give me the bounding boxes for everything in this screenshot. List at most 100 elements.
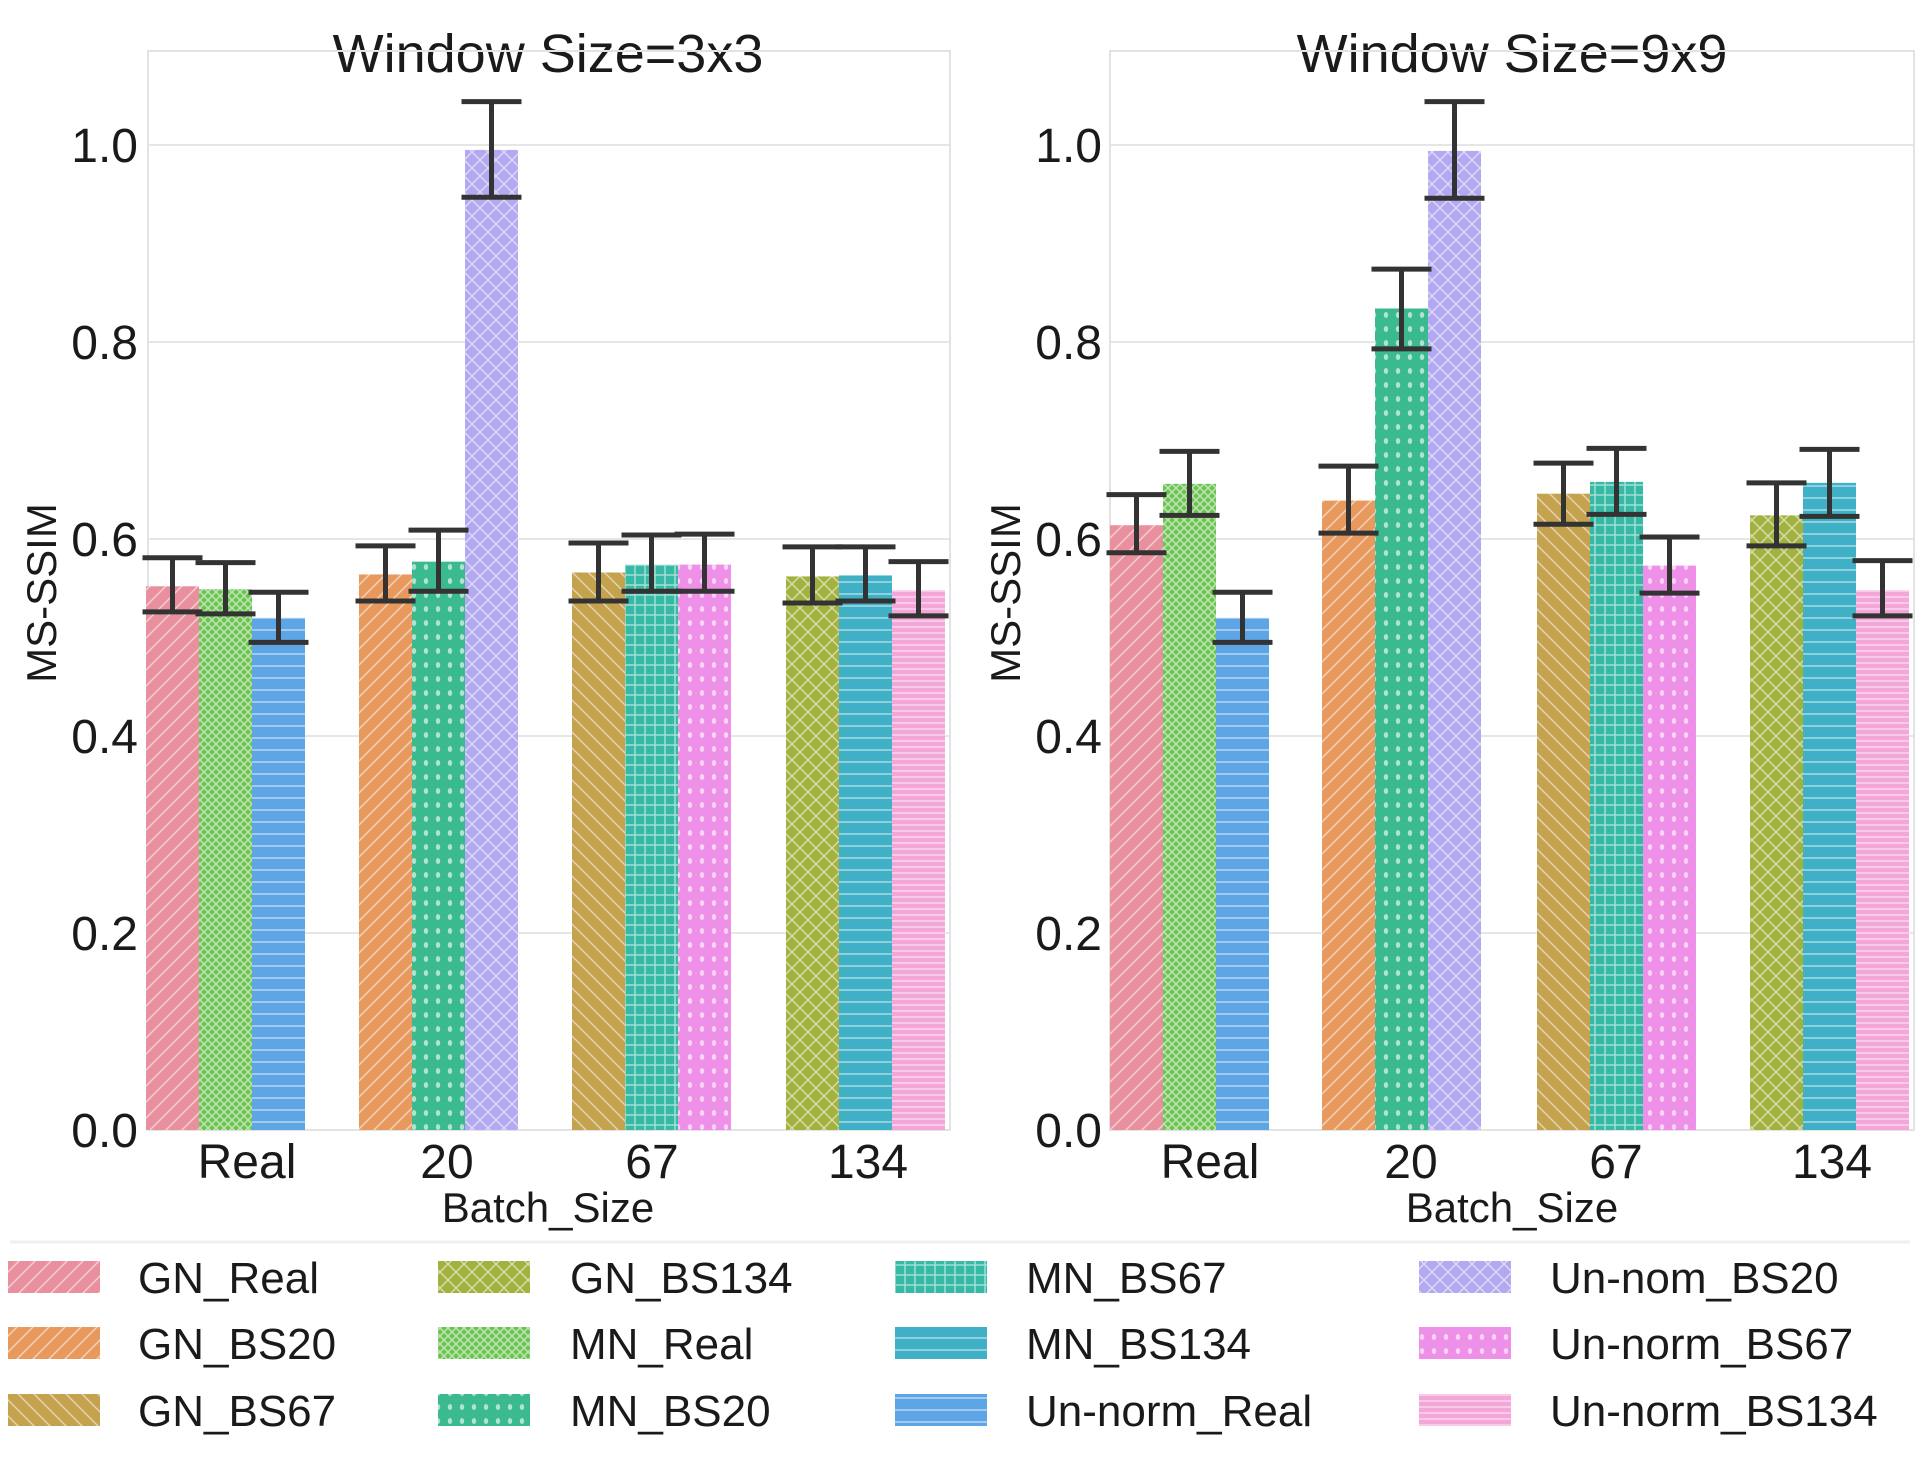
- bar-mn-bs20: [1375, 308, 1428, 1130]
- legend-item: Un-norm_BS134: [1419, 1387, 1878, 1436]
- bar-un-norm-bs67: [1643, 565, 1696, 1130]
- legend-item: MN_Real: [438, 1320, 753, 1369]
- legend-item: Un-nom_BS20: [1419, 1254, 1839, 1303]
- error-bar: [1533, 460, 1594, 527]
- bars: [146, 149, 945, 1131]
- error-bar: [835, 544, 896, 604]
- legend-swatch: [895, 1327, 987, 1359]
- legend-swatch: [8, 1394, 100, 1426]
- legend-label: Un-norm_BS67: [1550, 1320, 1853, 1369]
- bar-mn-bs67: [625, 564, 678, 1130]
- error-bar: [1159, 448, 1220, 518]
- subplot-window-3x3: Window Size=3x3 0.0 0.2 0.4 0.6 0.8 1.0 Real 2…: [18, 24, 951, 1231]
- bar-un-norm-bs67: [678, 564, 731, 1130]
- error-bar: [1371, 266, 1432, 352]
- chart-title: Window Size=3x3: [333, 24, 764, 84]
- error-bars: [1106, 99, 1913, 645]
- error-bar: [142, 555, 203, 615]
- legend-swatch: [895, 1394, 987, 1426]
- error-bar: [408, 527, 469, 594]
- y-axis-label: MS-SSIM: [18, 503, 65, 683]
- bar-gn-bs67: [572, 572, 625, 1130]
- legend-label: Un-norm_BS134: [1550, 1387, 1878, 1436]
- bar-gn-bs134: [1750, 515, 1803, 1130]
- legend-label: Un-nom_BS20: [1550, 1254, 1839, 1303]
- error-bar: [1852, 558, 1913, 619]
- legend-swatch: [438, 1261, 530, 1293]
- error-bar: [1746, 480, 1807, 549]
- legend-label: GN_BS67: [138, 1387, 336, 1436]
- error-bar: [1586, 445, 1647, 517]
- error-bar: [782, 544, 843, 606]
- error-bar: [461, 99, 522, 200]
- x-tick-label: 67: [625, 1136, 678, 1189]
- error-bar: [674, 531, 735, 594]
- legend-label: GN_Real: [138, 1254, 319, 1303]
- y-tick-labels: 0.0 0.2 0.4 0.6 0.8 1.0: [1035, 120, 1102, 1158]
- bar-mn-bs67: [1590, 481, 1643, 1130]
- y-tick-label: 0.6: [71, 514, 138, 567]
- y-axis-label: MS-SSIM: [982, 503, 1029, 683]
- legend-swatch: [438, 1327, 530, 1359]
- x-tick-label: Real: [1161, 1136, 1260, 1189]
- bar-gn-real: [1110, 525, 1163, 1130]
- y-tick-label: 0.6: [1035, 514, 1102, 567]
- legend-swatch: [1419, 1261, 1511, 1293]
- legend-label: GN_BS134: [570, 1254, 793, 1303]
- bar-mn-bs134: [1803, 482, 1856, 1131]
- bar-gn-bs20: [1322, 500, 1375, 1131]
- y-tick-label: 0.0: [1035, 1105, 1102, 1158]
- bar-gn-bs134: [786, 576, 839, 1130]
- error-bar: [568, 540, 629, 604]
- x-tick-label: 134: [828, 1136, 908, 1189]
- legend-item: GN_BS67: [8, 1387, 336, 1436]
- error-bar: [888, 559, 949, 619]
- x-tick-labels: Real 20 67 134: [198, 1136, 908, 1189]
- bar-gn-real: [146, 586, 199, 1130]
- subplot-window-9x9: Window Size=9x9 0.0 0.2 0.4 0.6 0.8 1.0 Real 2…: [982, 24, 1915, 1231]
- chart-title: Window Size=9x9: [1297, 24, 1728, 84]
- legend-item: GN_Real: [8, 1254, 319, 1303]
- error-bar: [195, 560, 256, 617]
- bar-gn-bs67: [1537, 493, 1590, 1130]
- x-tick-labels: Real 20 67 134: [1161, 1136, 1872, 1189]
- error-bar: [248, 589, 309, 645]
- legend-label: GN_BS20: [138, 1320, 336, 1369]
- legend-swatch: [1419, 1327, 1511, 1359]
- y-tick-labels: 0.0 0.2 0.4 0.6 0.8 1.0: [71, 120, 138, 1158]
- x-tick-label: 20: [420, 1136, 473, 1189]
- legend-item: GN_BS20: [8, 1320, 336, 1369]
- error-bar: [1106, 492, 1167, 556]
- y-tick-label: 0.4: [71, 711, 138, 764]
- error-bar: [1318, 463, 1379, 536]
- y-tick-label: 0.4: [1035, 711, 1102, 764]
- bar-un-nom-bs20: [465, 149, 518, 1131]
- legend-swatch: [895, 1261, 987, 1293]
- legend-swatch: [438, 1394, 530, 1426]
- error-bar: [1799, 446, 1860, 519]
- x-axis-label: Batch_Size: [1406, 1184, 1618, 1231]
- bar-mn-bs20: [412, 561, 465, 1130]
- legend-item: GN_BS134: [438, 1254, 793, 1303]
- bar-mn-real: [1163, 483, 1216, 1131]
- error-bar: [1424, 99, 1485, 201]
- error-bar: [355, 543, 416, 604]
- x-tick-label: 134: [1792, 1136, 1872, 1189]
- legend-label: MN_BS134: [1026, 1320, 1251, 1369]
- legend-label: MN_BS20: [570, 1387, 771, 1436]
- legend-label: Un-norm_Real: [1026, 1387, 1312, 1436]
- error-bars: [142, 99, 949, 645]
- y-tick-label: 0.0: [71, 1105, 138, 1158]
- legend-swatch: [1419, 1394, 1511, 1426]
- bar-un-norm-bs134: [892, 590, 945, 1130]
- legend-item: Un-norm_Real: [895, 1387, 1312, 1436]
- error-bar: [621, 532, 682, 594]
- bar-un-nom-bs20: [1428, 150, 1481, 1130]
- bar-un-norm-bs134: [1856, 590, 1909, 1130]
- x-tick-label: 67: [1589, 1136, 1642, 1189]
- error-bar: [1639, 534, 1700, 596]
- legend-label: MN_Real: [570, 1320, 753, 1369]
- bar-un-norm-real: [252, 617, 305, 1130]
- legend: GN_Real GN_BS20 GN_BS67 GN_BS134 MN_Real MN_B…: [8, 1254, 1878, 1436]
